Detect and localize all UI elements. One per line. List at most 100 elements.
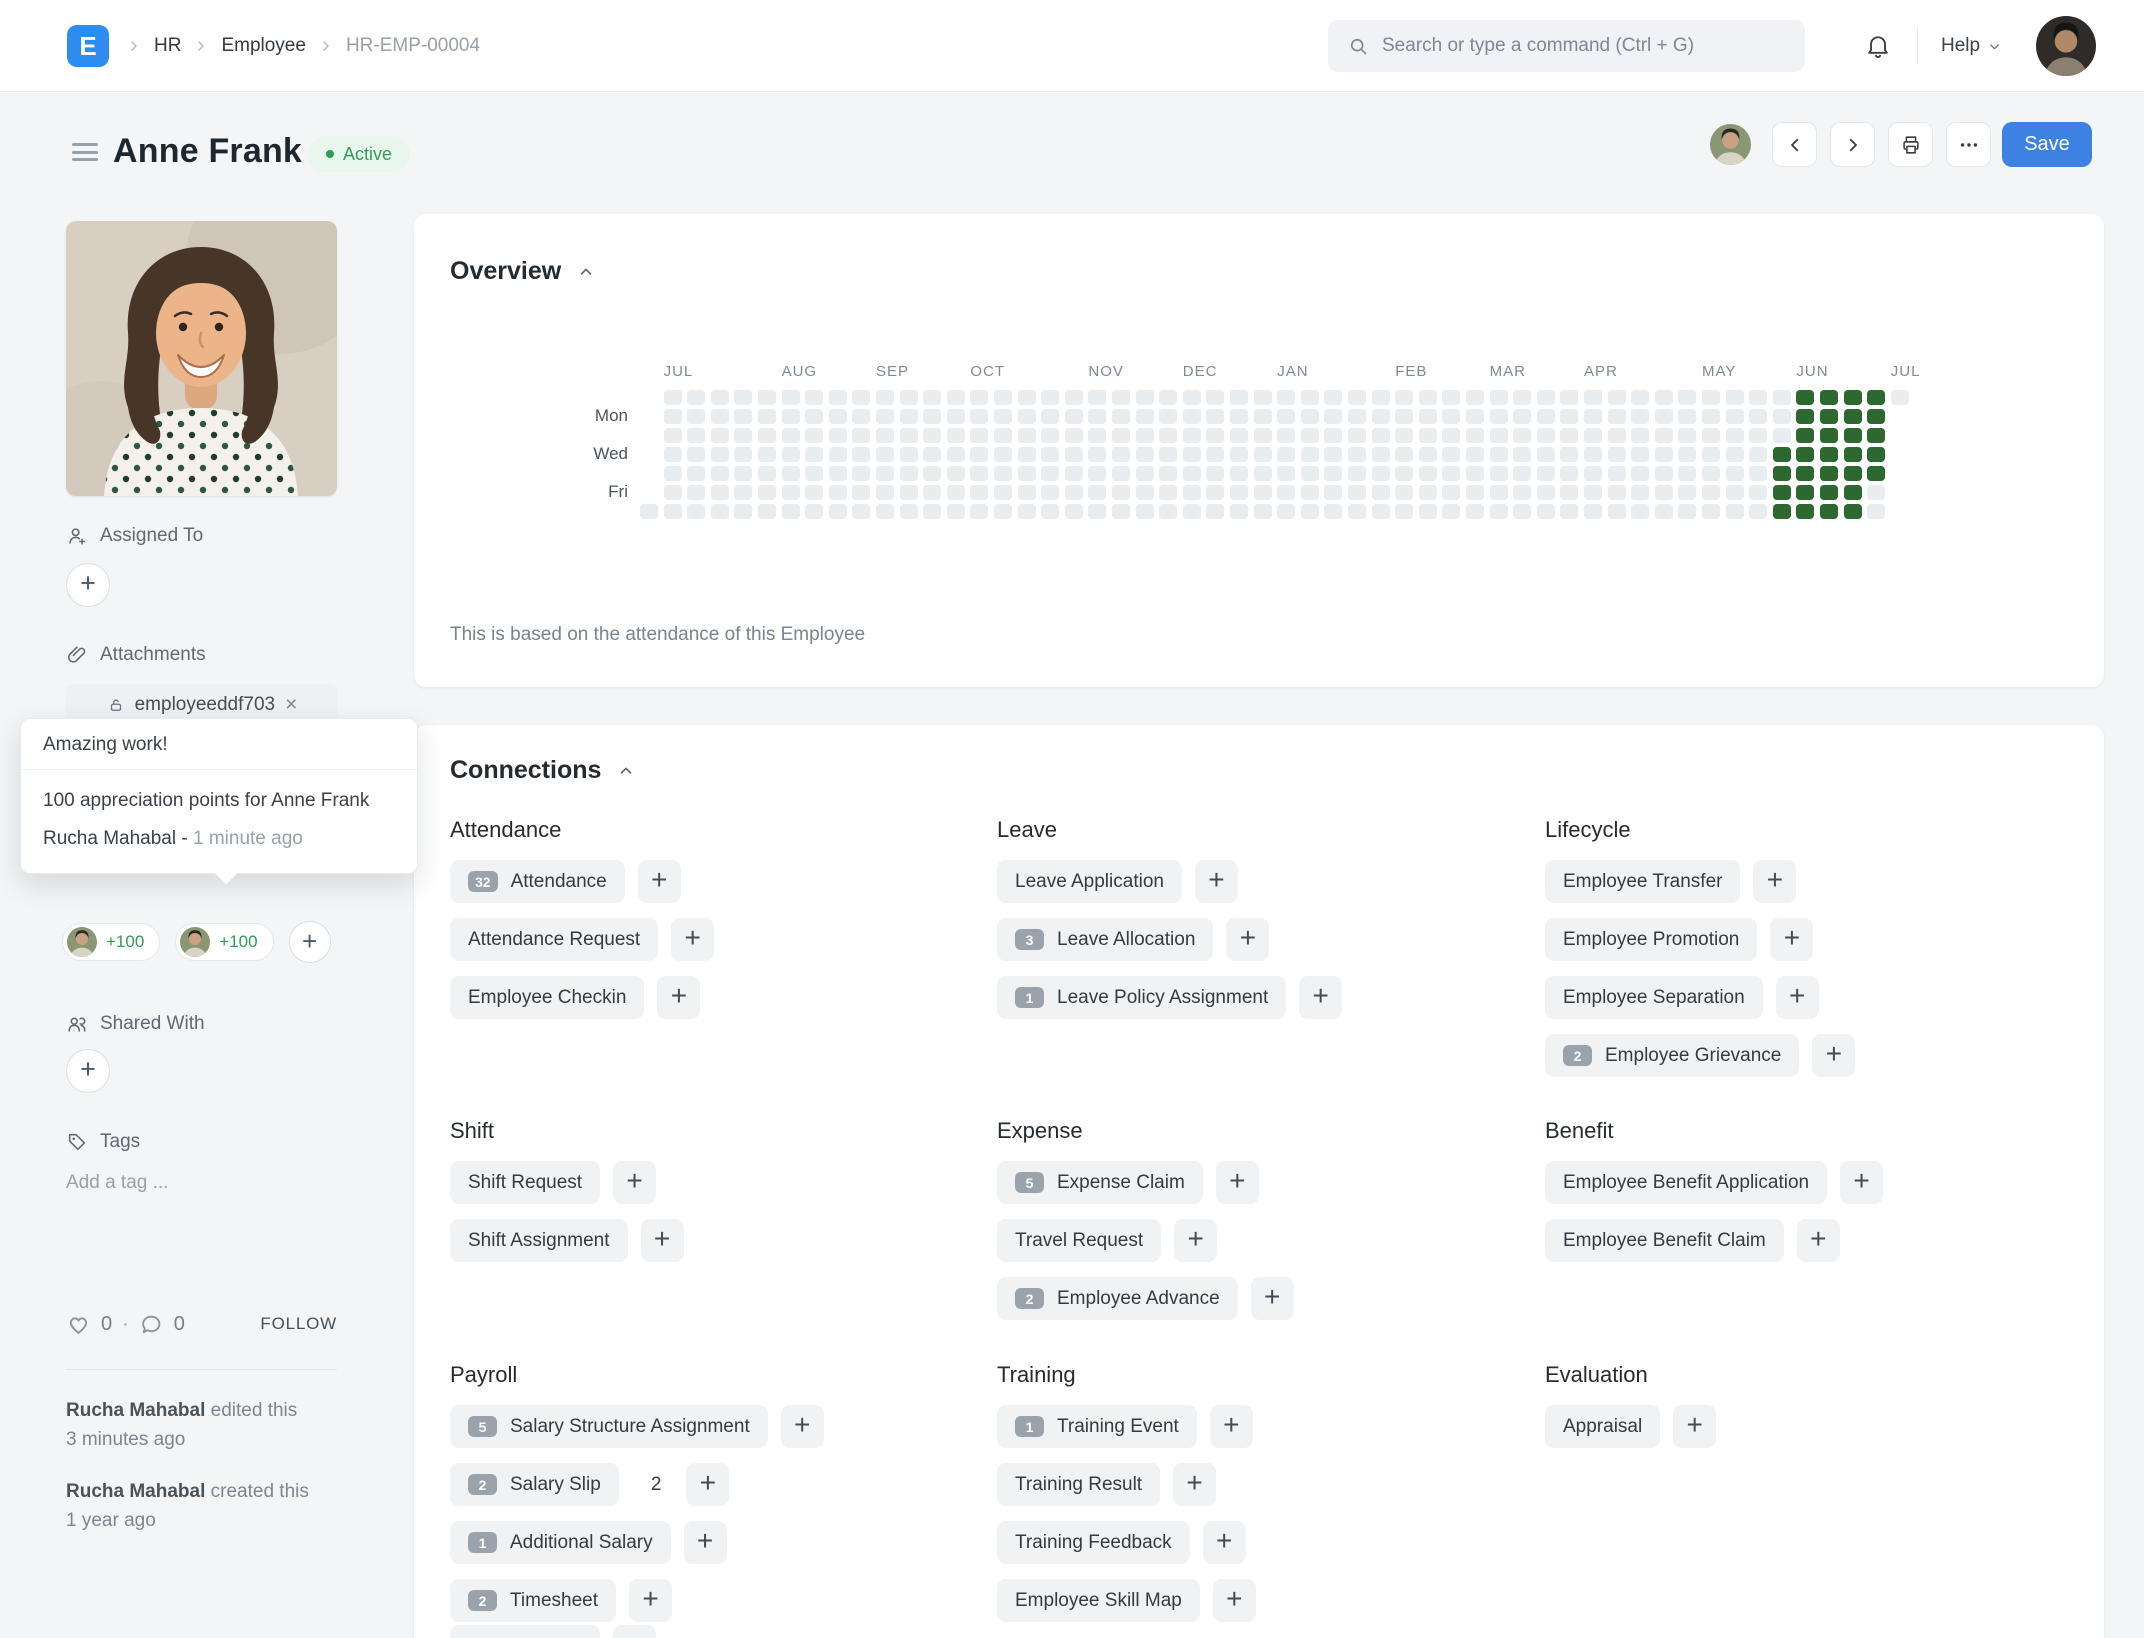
comment-icon[interactable]: [139, 1312, 164, 1337]
add-employee-promotion-button[interactable]: +: [1770, 918, 1814, 961]
heatmap-cell: [781, 504, 800, 519]
add-employee-benefit-application-button[interactable]: +: [1840, 1161, 1884, 1204]
add-energy-points-button[interactable]: +: [288, 921, 331, 963]
save-button[interactable]: Save: [2002, 122, 2092, 167]
doc-link-employee-benefit-application[interactable]: Employee Benefit Application: [1545, 1161, 1828, 1204]
remove-attachment-icon[interactable]: ×: [285, 693, 298, 716]
doc-link-employee-benefit-claim[interactable]: Employee Benefit Claim: [1545, 1219, 1784, 1262]
add-employee-separation-button[interactable]: +: [1775, 976, 1819, 1019]
doc-link-training-event[interactable]: 1 Training Event: [997, 1405, 1197, 1448]
add-training-result-button[interactable]: +: [1173, 1463, 1217, 1506]
doc-row-employee-benefit-claim: Employee Benefit Claim +: [1545, 1219, 2085, 1262]
energy-points-pill-1[interactable]: +100: [175, 923, 274, 961]
global-search-input[interactable]: Search or type a command (Ctrl + G): [1328, 20, 1805, 72]
collapse-overview-icon[interactable]: [577, 263, 595, 281]
add-employee-checkin-button[interactable]: +: [657, 976, 701, 1019]
print-button[interactable]: [1888, 122, 1933, 167]
heatmap-cell: [1017, 504, 1036, 519]
doc-link-attendance-request[interactable]: Attendance Request: [450, 918, 659, 961]
add-appraisal-button[interactable]: +: [1673, 1405, 1717, 1448]
doc-link-cut-off[interactable]: [450, 1625, 600, 1638]
collapse-connections-icon[interactable]: [617, 762, 635, 780]
add-leave-allocation-button[interactable]: +: [1226, 918, 1270, 961]
heatmap-cell: [1206, 466, 1225, 481]
app-logo[interactable]: E: [67, 25, 109, 67]
follow-button[interactable]: FOLLOW: [260, 1314, 337, 1333]
heatmap-cell: [1371, 466, 1390, 481]
add-employee-grievance-button[interactable]: +: [1812, 1034, 1856, 1077]
add-tag-input[interactable]: Add a tag ...: [66, 1172, 169, 1193]
doc-link-expense-claim[interactable]: 5 Expense Claim: [997, 1161, 1203, 1204]
heart-icon[interactable]: [66, 1312, 91, 1337]
viewer-avatar[interactable]: [1710, 124, 1751, 165]
breadcrumb-hr[interactable]: HR: [154, 35, 182, 56]
add-salary-slip-button[interactable]: +: [686, 1463, 730, 1506]
doc-link-attendance[interactable]: 32 Attendance: [450, 860, 625, 903]
doc-link-employee-advance[interactable]: 2 Employee Advance: [997, 1277, 1238, 1320]
user-avatar[interactable]: [2036, 16, 2096, 76]
add-employee-skill-map-button[interactable]: +: [1212, 1579, 1256, 1622]
doc-link-leave-allocation[interactable]: 3 Leave Allocation: [997, 918, 1214, 961]
doc-link-label: Leave Application: [1015, 870, 1164, 892]
menu-ellipsis-button[interactable]: [1946, 122, 1991, 167]
doc-link-employee-grievance[interactable]: 2 Employee Grievance: [1545, 1034, 1800, 1077]
energy-points-pill-0[interactable]: +100: [62, 923, 161, 961]
add-employee-advance-button[interactable]: +: [1250, 1277, 1294, 1320]
add-expense-claim-button[interactable]: +: [1215, 1161, 1259, 1204]
add-timesheet-button[interactable]: +: [629, 1579, 672, 1622]
doc-link-shift-request[interactable]: Shift Request: [450, 1161, 601, 1204]
doc-link-appraisal[interactable]: Appraisal: [1545, 1405, 1661, 1448]
heatmap-cell: [640, 504, 658, 519]
heatmap-cell: [970, 447, 989, 462]
like-count: 0: [101, 1312, 113, 1335]
prev-document-button[interactable]: [1772, 122, 1817, 167]
doc-link-leave-application[interactable]: Leave Application: [997, 860, 1182, 903]
add-shift-assignment-button[interactable]: +: [640, 1219, 684, 1262]
doc-link-employee-checkin[interactable]: Employee Checkin: [450, 976, 645, 1019]
add-training-feedback-button[interactable]: +: [1202, 1521, 1246, 1564]
add-travel-request-button[interactable]: +: [1174, 1219, 1218, 1262]
doc-link-training-result[interactable]: Training Result: [997, 1463, 1161, 1506]
add-employee-benefit-claim-button[interactable]: +: [1796, 1219, 1840, 1262]
add-attendance-button[interactable]: +: [637, 860, 681, 903]
add-assignment-button[interactable]: +: [66, 563, 110, 607]
doc-link-salary-structure-assignment[interactable]: 5 Salary Structure Assignment: [450, 1405, 768, 1448]
doc-link-shift-assignment[interactable]: Shift Assignment: [450, 1219, 628, 1262]
doc-row-leave-allocation: 3 Leave Allocation +: [997, 918, 1537, 961]
help-menu[interactable]: Help: [1941, 0, 2002, 92]
doc-link-salary-slip[interactable]: 2 Salary Slip: [450, 1463, 619, 1506]
heatmap-cell: [1135, 466, 1154, 481]
add-attendance-request-button[interactable]: +: [671, 918, 715, 961]
add-shift-request-button[interactable]: +: [613, 1161, 657, 1204]
doc-link-label: Appraisal: [1563, 1415, 1643, 1437]
doc-link-employee-promotion[interactable]: Employee Promotion: [1545, 918, 1758, 961]
add-additional-salary-button[interactable]: +: [683, 1521, 727, 1564]
doc-link-employee-separation[interactable]: Employee Separation: [1545, 976, 1763, 1019]
doc-link-leave-policy-assignment[interactable]: 1 Leave Policy Assignment: [997, 976, 1287, 1019]
popup-divider: [21, 769, 417, 770]
doc-link-travel-request[interactable]: Travel Request: [997, 1219, 1162, 1262]
doc-link-training-feedback[interactable]: Training Feedback: [997, 1521, 1190, 1564]
next-document-button[interactable]: [1830, 122, 1875, 167]
add-leave-application-button[interactable]: +: [1194, 860, 1238, 903]
heatmap-cell: [1277, 504, 1296, 519]
sidebar-toggle-icon[interactable]: [72, 143, 98, 161]
activity-user[interactable]: Rucha Mahabal: [66, 1400, 206, 1421]
doc-link-employee-skill-map[interactable]: Employee Skill Map: [997, 1579, 1200, 1622]
doc-link-additional-salary[interactable]: 1 Additional Salary: [450, 1521, 671, 1564]
add-cut-off-button[interactable]: [613, 1625, 656, 1638]
heatmap-cell: [710, 466, 729, 481]
activity-user[interactable]: Rucha Mahabal: [66, 1481, 206, 1502]
connection-group-payroll: Payroll 5 Salary Structure Assignment +2 Sal…: [450, 1362, 990, 1638]
doc-link-timesheet[interactable]: 2 Timesheet: [450, 1579, 616, 1622]
doc-link-employee-transfer[interactable]: Employee Transfer: [1545, 860, 1741, 903]
employee-photo[interactable]: [66, 221, 337, 496]
add-employee-transfer-button[interactable]: +: [1753, 860, 1797, 903]
notifications-bell-icon[interactable]: [1861, 29, 1895, 63]
add-salary-structure-assignment-button[interactable]: +: [780, 1405, 824, 1448]
add-share-button[interactable]: +: [66, 1049, 110, 1093]
add-training-event-button[interactable]: +: [1209, 1405, 1253, 1448]
breadcrumb-employee[interactable]: Employee: [221, 35, 306, 56]
add-leave-policy-assignment-button[interactable]: +: [1299, 976, 1343, 1019]
heatmap-cell: [1772, 390, 1791, 405]
